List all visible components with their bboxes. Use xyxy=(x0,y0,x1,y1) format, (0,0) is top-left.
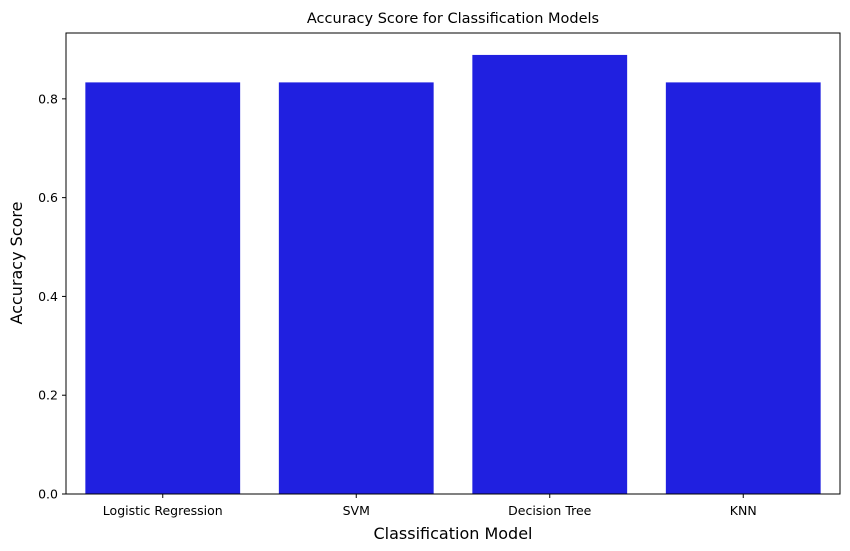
y-tick-label: 0.4 xyxy=(38,289,58,304)
x-tick-label: SVM xyxy=(343,503,370,518)
bar xyxy=(665,82,821,494)
x-tick-label: KNN xyxy=(730,503,757,518)
y-tick-label: 0.0 xyxy=(38,487,58,502)
chart-title: Accuracy Score for Classification Models xyxy=(307,11,599,27)
plot-area: Logistic Regression SVM Decision Tree KNN 0.… xyxy=(38,54,821,518)
x-tick-label: Logistic Regression xyxy=(103,503,223,518)
y-axis-label: Accuracy Score xyxy=(7,202,26,325)
bar xyxy=(472,54,628,495)
bar xyxy=(278,82,434,494)
x-tick-label: Decision Tree xyxy=(508,503,592,518)
y-tick-label: 0.8 xyxy=(38,91,58,106)
y-tick-label: 0.2 xyxy=(38,388,58,403)
plot-frame xyxy=(65,32,841,495)
y-tick-label: 0.6 xyxy=(38,190,58,205)
x-axis-label: Classification Model xyxy=(374,524,533,543)
bar xyxy=(85,82,241,494)
